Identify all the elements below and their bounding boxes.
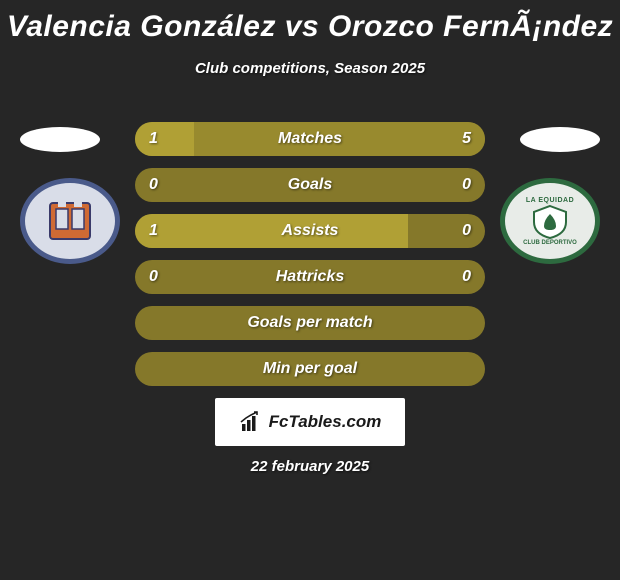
stat-row: Assists1 0 [135,214,485,248]
stat-value-player2: 0 [462,168,471,202]
stats-rows: Matches15Goals00Assists10Hattricks00Goal… [135,122,485,398]
stat-row: Goals per match [135,306,485,340]
branding-box[interactable]: FcTables.com [215,398,405,446]
stat-label: Assists [135,214,485,248]
stat-value-player2: 5 [462,122,471,156]
stat-value-player1: 1 [149,214,158,248]
stat-value-player1: 0 [149,260,158,294]
player2-indicator [520,127,600,152]
club-badge-1-ring [20,178,120,264]
stat-label: Goals [135,168,485,202]
subtitle: Club competitions, Season 2025 [0,60,620,77]
stat-value-player1: 1 [149,122,158,156]
stat-label: Goals per match [135,306,485,340]
stat-value-player1: 0 [149,168,158,202]
stat-row: Hattricks0 0 [135,260,485,294]
stat-row: Matches1 5 [135,122,485,156]
club-badge-2: LA EQUIDAD CLUB DEPORTIVO [500,178,600,264]
page-title: Valencia González vs Orozco FernÃ¡ndez [0,0,620,44]
date-label: 22 february 2025 [0,458,620,475]
stat-row: Min per goal [135,352,485,386]
club-badge-2-text-bottom: CLUB DEPORTIVO [523,240,577,246]
stat-label: Hattricks [135,260,485,294]
stat-value-player2: 0 [462,214,471,248]
club-crest-2-icon [528,204,572,240]
club-badge-1 [20,178,120,264]
stat-label: Matches [135,122,485,156]
stat-value-player2: 0 [462,260,471,294]
player1-indicator [20,127,100,152]
club-badge-2-text-top: LA EQUIDAD [526,197,574,204]
stat-label: Min per goal [135,352,485,386]
stat-row: Goals0 0 [135,168,485,202]
branding-text: FcTables.com [269,412,382,432]
club-badge-2-ring: LA EQUIDAD CLUB DEPORTIVO [500,178,600,264]
bar-chart-icon [239,410,263,434]
club-crest-1-icon [42,195,98,247]
